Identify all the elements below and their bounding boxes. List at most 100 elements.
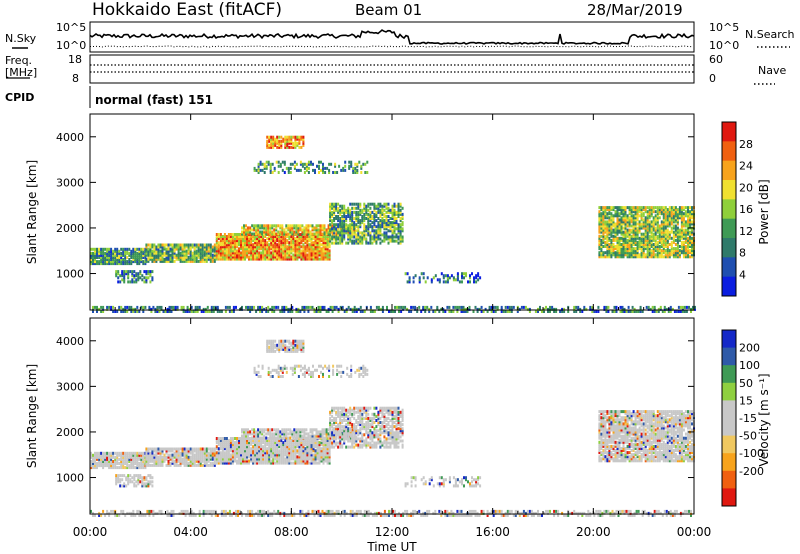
data-cell [254, 449, 257, 453]
data-cell [333, 212, 336, 216]
data-cell [234, 441, 236, 445]
data-cell [264, 453, 267, 457]
data-cell [628, 220, 631, 224]
data-cell [205, 259, 208, 263]
data-cell [236, 251, 238, 255]
data-cell [140, 464, 143, 468]
data-cell [375, 219, 378, 223]
data-cell [646, 253, 649, 257]
data-cell [456, 305, 459, 309]
power-data-cells [90, 135, 696, 313]
data-cell [573, 305, 576, 309]
data-cell [268, 457, 271, 461]
data-cell [632, 238, 635, 242]
data-cell [136, 464, 139, 468]
data-cell [205, 249, 208, 253]
data-cell [456, 307, 459, 311]
data-cell [659, 307, 662, 311]
data-cell [136, 310, 139, 313]
data-cell [660, 234, 663, 238]
data-cell [249, 307, 252, 311]
data-cell [399, 223, 402, 227]
data-cell [448, 276, 451, 280]
data-cell [687, 249, 689, 253]
data-cell [229, 253, 232, 257]
data-cell [278, 445, 281, 449]
data-cell [236, 441, 238, 445]
data-cell [648, 224, 651, 228]
data-cell [236, 257, 238, 261]
data-cell [650, 245, 653, 248]
data-cell [614, 210, 617, 214]
data-cell [151, 463, 154, 467]
data-cell [646, 255, 649, 259]
data-cell [293, 160, 296, 164]
data-cell [250, 453, 253, 457]
data-cell [626, 240, 629, 244]
data-cell [104, 460, 107, 463]
data-cell [312, 245, 315, 249]
data-cell [304, 455, 307, 459]
data-cell [632, 249, 635, 253]
data-cell [341, 307, 344, 311]
data-cell [469, 280, 471, 284]
data-cell [327, 232, 330, 236]
data-cell [245, 228, 247, 232]
data-cell [298, 135, 301, 139]
data-cell [688, 305, 690, 309]
data-cell [631, 310, 634, 313]
data-cell [387, 221, 390, 225]
data-cell [371, 241, 374, 245]
data-cell [341, 233, 344, 237]
data-cell [229, 239, 232, 243]
data-cell [461, 276, 463, 280]
data-cell [660, 238, 663, 242]
data-cell [351, 235, 354, 239]
data-cell [232, 305, 235, 309]
data-cell [401, 212, 404, 216]
data-cell [626, 228, 629, 232]
data-cell [304, 237, 307, 241]
data-cell [399, 217, 402, 220]
data-cell [161, 251, 164, 255]
data-cell [290, 239, 293, 243]
data-cell [122, 253, 125, 257]
data-cell [371, 237, 374, 241]
data-cell [288, 141, 291, 145]
data-cell [659, 305, 662, 309]
data-cell [262, 235, 265, 238]
data-cell [642, 240, 645, 244]
data-cell [302, 141, 305, 145]
data-cell [266, 253, 269, 257]
data-cell [223, 253, 226, 257]
data-cell [181, 453, 184, 457]
data-cell [136, 455, 139, 459]
data-cell [266, 249, 269, 253]
data-cell [181, 243, 184, 247]
data-cell [389, 239, 392, 243]
data-cell [388, 310, 390, 313]
data-cell [610, 206, 613, 210]
data-cell [612, 245, 615, 248]
data-cell [264, 455, 267, 459]
data-cell [656, 214, 659, 218]
data-cell [341, 231, 344, 235]
data-cell [297, 226, 300, 230]
data-cell [604, 212, 607, 216]
data-cell [167, 249, 170, 253]
data-cell [313, 310, 316, 313]
data-cell [118, 451, 121, 455]
data-cell [131, 274, 134, 278]
data-cell [246, 253, 248, 257]
data-cell [666, 214, 669, 218]
data-cell [286, 241, 289, 245]
data-cell [94, 247, 96, 251]
data-cell [272, 235, 275, 238]
data-cell [642, 214, 645, 218]
data-cell [102, 457, 105, 461]
data-cell [389, 235, 392, 239]
data-cell [108, 305, 111, 309]
data-cell [314, 239, 317, 243]
data-cell [604, 222, 607, 226]
data-cell [120, 455, 123, 459]
